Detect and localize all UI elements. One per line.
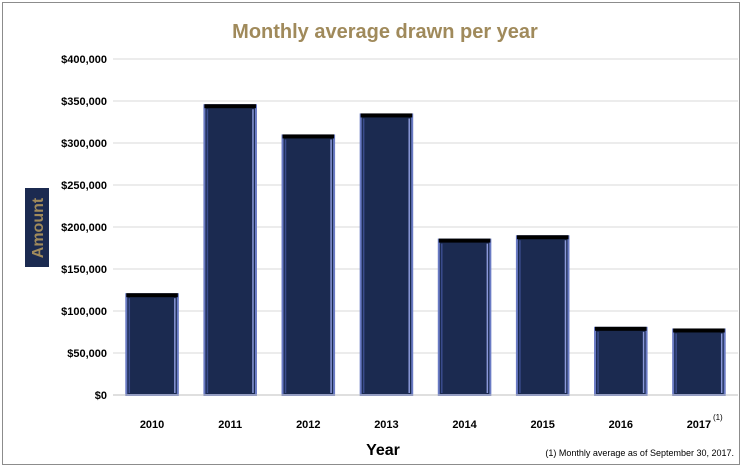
y-tick-label: $150,000 (61, 264, 107, 276)
bar-2015 (515, 235, 570, 396)
bar-2013 (359, 113, 414, 396)
y-tick-label: $50,000 (67, 348, 107, 360)
x-tick-label: 2010 (140, 419, 164, 431)
y-tick-label: $200,000 (61, 222, 107, 234)
footnote: (1) Monthly average as of September 30, … (545, 448, 734, 458)
y-axis-label: Amount (30, 197, 47, 258)
x-tick-label: 2015 (530, 419, 554, 431)
x-tick-label: 2011 (218, 419, 242, 431)
y-tick-label: $0 (95, 390, 107, 402)
x-tick-superscript: (1) (713, 413, 723, 422)
x-tick-label: 2012 (296, 419, 320, 431)
bar-2017 (672, 328, 726, 397)
y-tick-label: $400,000 (61, 54, 107, 66)
y-axis-ticks: $0 $50,000 $100,000 $150,000 $200,000 $250,00… (61, 54, 107, 402)
bar-2014 (437, 238, 492, 396)
bars (125, 104, 726, 397)
x-axis-label: Year (366, 442, 400, 459)
bar-2012 (281, 134, 336, 396)
x-tick-label: 2014 (452, 419, 477, 431)
y-tick-label: $250,000 (61, 180, 107, 192)
bar-2011 (203, 104, 257, 396)
y-axis-label-background (25, 188, 49, 267)
y-tick-label: $350,000 (61, 96, 107, 108)
x-tick-label: 2013 (374, 419, 398, 431)
y-tick-label: $300,000 (61, 138, 107, 150)
bar-2016 (594, 326, 648, 396)
chart-frame: Monthly average drawn per year $0 $50,000… (2, 2, 740, 465)
bar-2010 (125, 293, 179, 397)
bar-chart: Monthly average drawn per year $0 $50,000… (25, 21, 738, 459)
chart-title: Monthly average drawn per year (232, 21, 538, 43)
x-axis-ticks: 2010 2011 2012 2013 2014 2015 2016 2017(1) (140, 413, 723, 431)
y-tick-label: $100,000 (61, 306, 107, 318)
x-tick-label: 2016 (609, 419, 633, 431)
x-tick-label: 2017 (687, 419, 711, 431)
